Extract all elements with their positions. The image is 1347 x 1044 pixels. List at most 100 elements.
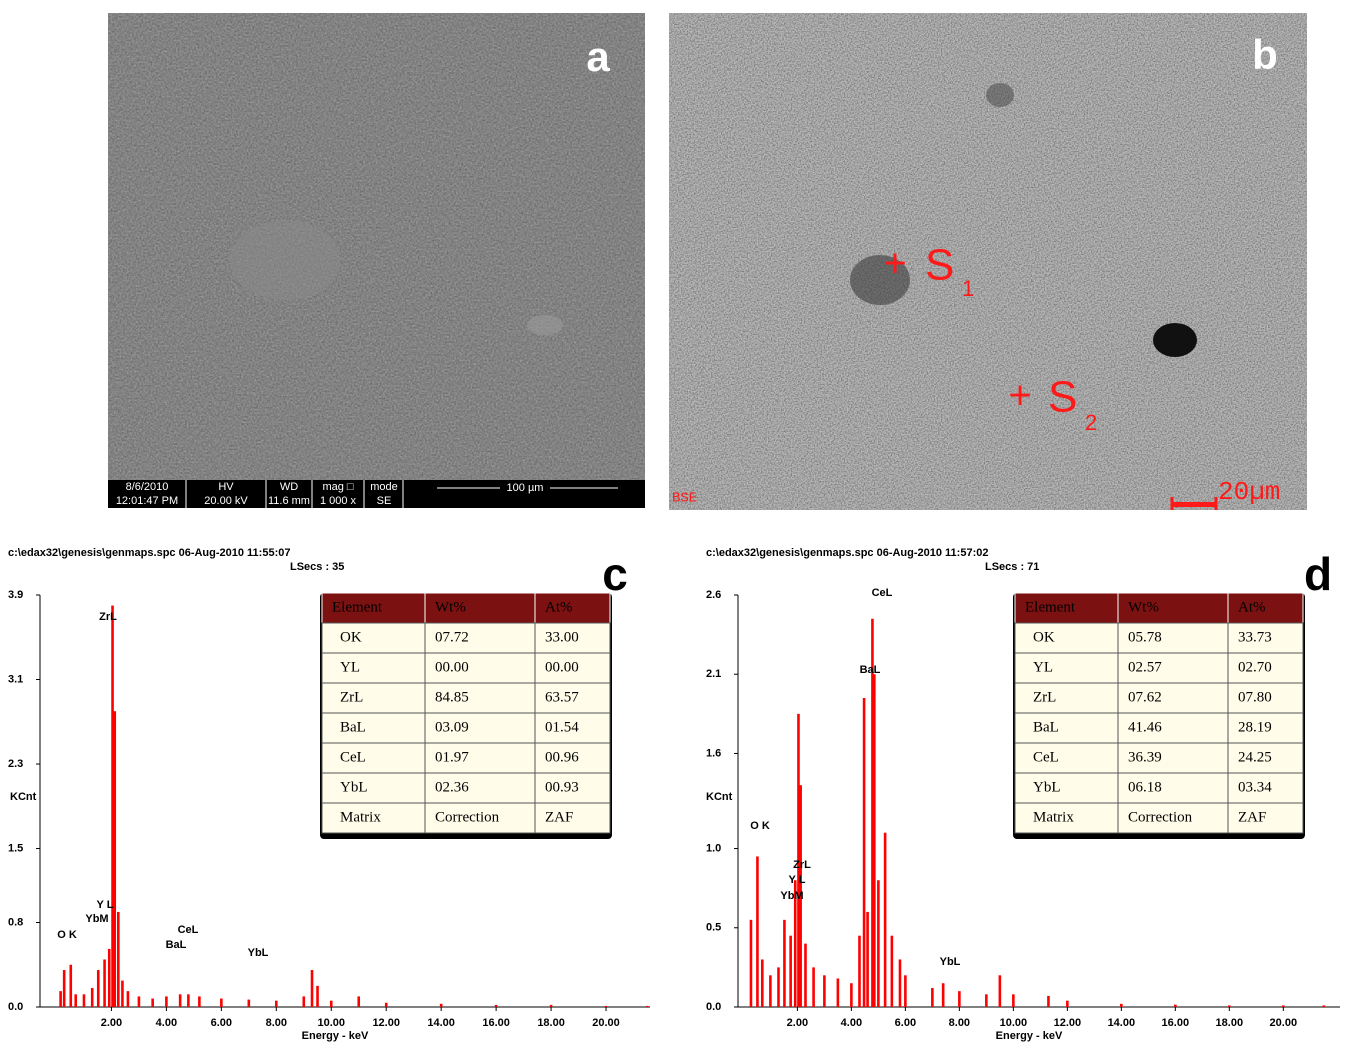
cell-text: 28.19 [1238, 719, 1272, 735]
spectrum-bar [884, 833, 887, 1007]
x-tick-label: 2.00 [787, 1017, 808, 1029]
x-axis-label: Energy - keV [302, 1030, 369, 1042]
spectrum-bar [440, 1004, 443, 1007]
spectrum-bar [783, 920, 786, 1007]
spectrum-bar [198, 996, 201, 1007]
spectrum-bar [1323, 1005, 1326, 1007]
peak-label: YbM [85, 913, 108, 925]
spectrum-bar [1120, 1004, 1123, 1007]
spectrum-bar [103, 959, 106, 1007]
cell-text: 06.18 [1128, 779, 1162, 795]
spectrum-bar [866, 912, 869, 1007]
info-value: SE [377, 495, 392, 507]
x-tick-label: 18.00 [537, 1017, 565, 1029]
cell-text: CeL [340, 749, 366, 765]
peak-label: O K [750, 820, 770, 832]
x-tick-label: 2.00 [101, 1017, 122, 1029]
spectrum-bar [97, 970, 100, 1007]
spectrum-bar [74, 994, 77, 1007]
cell-text: 07.72 [435, 629, 469, 645]
spectrum-bar [248, 1000, 251, 1007]
cell-text: 33.00 [545, 629, 579, 645]
cell-text: 07.62 [1128, 689, 1162, 705]
peak-label: YbL [248, 947, 269, 959]
y-tick-label: 3.1 [8, 673, 23, 685]
table-cell [1015, 623, 1118, 653]
spectrum-bar [91, 988, 94, 1007]
cell-text: OK [340, 629, 362, 645]
peak-label: CeL [872, 587, 893, 599]
live-seconds: LSecs : 35 [290, 561, 344, 573]
detector-label: BSE [672, 491, 697, 507]
column-header: Element [332, 599, 383, 615]
spectrum-bar [385, 1003, 388, 1007]
info-label: mode [370, 481, 398, 493]
spectrum-bar [357, 996, 360, 1007]
panel-label: a [586, 33, 610, 80]
cell-text: 63.57 [545, 689, 579, 705]
spectrum-bar [850, 983, 853, 1007]
peak-label: ZrL [99, 611, 117, 623]
spectrum-bar [63, 970, 66, 1007]
spectrum-bar [127, 991, 130, 1007]
x-tick-label: 12.00 [1054, 1017, 1082, 1029]
cell-text: ZAF [545, 809, 573, 825]
x-tick-label: 14.00 [427, 1017, 455, 1029]
spectrum-bar [330, 1001, 333, 1007]
x-axis-label: Energy - keV [996, 1030, 1063, 1042]
spectrum-bar [275, 1001, 278, 1007]
column-header: At% [545, 599, 573, 615]
spectrum-bar [904, 975, 907, 1007]
table-cell [1015, 743, 1118, 773]
peak-label: O K [57, 929, 77, 941]
spectrum-bar [1047, 996, 1050, 1007]
spectrum-bar [812, 967, 815, 1007]
peak-label: Y L [789, 874, 806, 886]
spectrum-bar [873, 674, 876, 1007]
x-tick-label: 8.00 [266, 1017, 287, 1029]
figure: a 8/6/2010 12:01:47 PM HV 20.00 kV WD 11… [0, 0, 1347, 1044]
table-cell [1015, 683, 1118, 713]
live-seconds: LSecs : 71 [985, 561, 1039, 573]
y-tick-label: 2.1 [706, 668, 721, 680]
cell-text: 02.70 [1238, 659, 1272, 675]
spectrum-bar [495, 1005, 498, 1007]
cell-text: 41.46 [1128, 719, 1162, 735]
x-tick-label: 4.00 [156, 1017, 177, 1029]
cell-text: 07.80 [1238, 689, 1272, 705]
spectrum-bar [942, 983, 945, 1007]
x-tick-label: 4.00 [841, 1017, 862, 1029]
column-header: Wt% [435, 599, 466, 615]
x-tick-label: 20.00 [592, 1017, 620, 1029]
spectrum-bar [646, 1006, 649, 1007]
info-label: mag □ [322, 481, 353, 493]
x-tick-label: 16.00 [482, 1017, 510, 1029]
table-cell [1015, 773, 1118, 803]
table-cell [322, 683, 425, 713]
spectrum-bar [1012, 994, 1015, 1007]
spectrum-bar [187, 994, 190, 1007]
spectrum-bar [789, 936, 792, 1007]
cell-text: ZAF [1238, 809, 1266, 825]
y-tick-label: 0.5 [706, 922, 721, 934]
cell-text: YL [1033, 659, 1053, 675]
spectrum-bar [769, 975, 772, 1007]
table-cell [322, 743, 425, 773]
spectrum-bar [1282, 1005, 1285, 1007]
plus-marker: + [883, 242, 906, 286]
spectrum-bar [891, 936, 894, 1007]
y-tick-label: 0.0 [706, 1001, 721, 1013]
spectrum-bar [1174, 1005, 1177, 1007]
cell-text: CeL [1033, 749, 1059, 765]
cell-text: 02.36 [435, 779, 469, 795]
spectrum-bar [69, 965, 72, 1007]
x-tick-label: 10.00 [1000, 1017, 1028, 1029]
table-cell [322, 713, 425, 743]
column-header: At% [1238, 599, 1266, 615]
table-cell [1015, 713, 1118, 743]
spectrum-bar [877, 880, 880, 1007]
spectrum-bar [165, 996, 168, 1007]
cell-text: 03.34 [1238, 779, 1272, 795]
spectrum-bar [863, 698, 866, 1007]
spectrum-bar [121, 981, 124, 1007]
